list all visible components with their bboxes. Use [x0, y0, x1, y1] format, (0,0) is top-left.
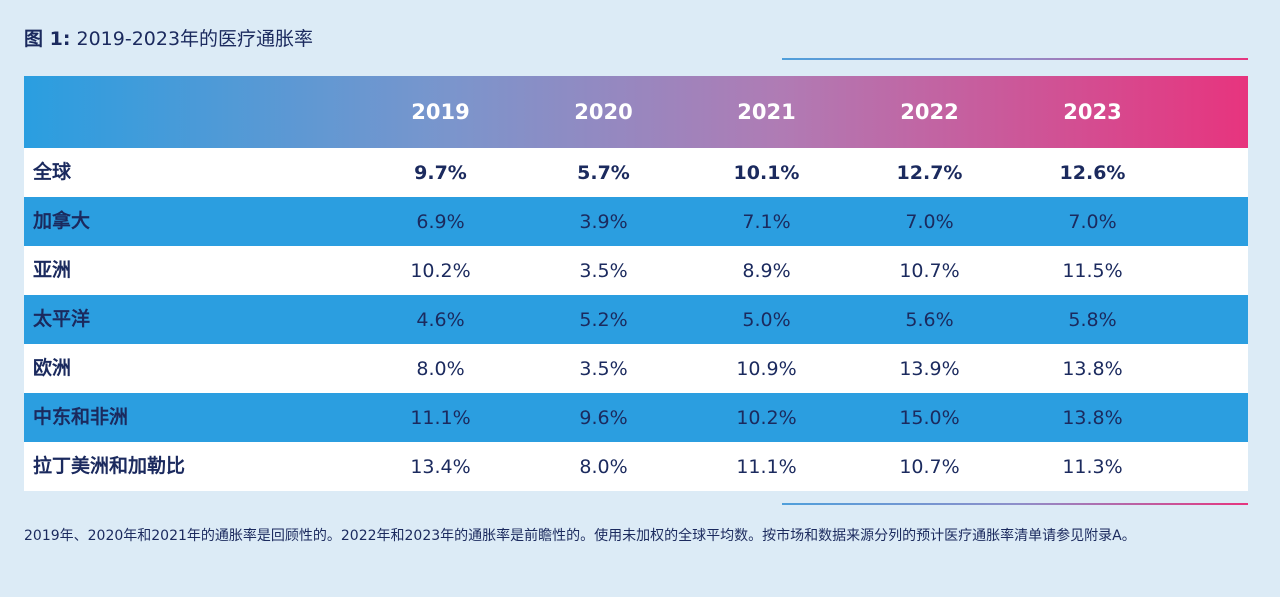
column-header: 2019 [411, 100, 470, 124]
table-row: 加拿大 6.9% 3.9% 7.1% 7.0% 7.0% [24, 197, 1248, 246]
top-gradient-rule [782, 58, 1248, 60]
table-cell: 10.9% [736, 357, 797, 380]
table-cell: 13.8% [1062, 406, 1123, 429]
table-cell: 8.9% [742, 259, 791, 282]
table-cell: 9.6% [579, 406, 628, 429]
table-cell: 13.4% [410, 455, 471, 478]
footnote: 2019年、2020年和2021年的通胀率是回顾性的。2022年和2023年的通… [24, 528, 1136, 544]
table-cell: 11.5% [1062, 259, 1123, 282]
table-cell: 7.0% [905, 210, 954, 233]
table-cell: 5.8% [1068, 308, 1117, 331]
table-cell: 10.2% [736, 406, 797, 429]
table-row: 全球 9.7% 5.7% 10.1% 12.7% 12.6% [24, 148, 1248, 197]
inflation-table: 2019 2020 2021 2022 2023 全球 9.7% 5.7% 10.1%… [24, 76, 1248, 491]
table-row: 欧洲 8.0% 3.5% 10.9% 13.9% 13.8% [24, 344, 1248, 393]
table-cell: 11.1% [736, 455, 797, 478]
row-label: 加拿大 [33, 210, 91, 232]
table-cell: 7.1% [742, 210, 791, 233]
table-cell: 7.0% [1068, 210, 1117, 233]
figure-caption: 图 1: 2019-2023年的医疗通胀率 [24, 24, 313, 51]
table-cell: 6.9% [416, 210, 465, 233]
table-cell: 9.7% [414, 161, 467, 184]
table-cell: 13.9% [899, 357, 960, 380]
column-header: 2022 [900, 100, 959, 124]
table-row: 太平洋 4.6% 5.2% 5.0% 5.6% 5.8% [24, 295, 1248, 344]
table-cell: 11.1% [410, 406, 471, 429]
table-cell: 3.9% [579, 210, 628, 233]
bottom-gradient-rule [782, 503, 1248, 505]
table-cell: 5.6% [905, 308, 954, 331]
table-cell: 10.7% [899, 259, 960, 282]
row-label: 全球 [33, 161, 72, 183]
column-header: 2020 [574, 100, 633, 124]
table-cell: 10.2% [410, 259, 471, 282]
figure-title: 2019-2023年的医疗通胀率 [76, 28, 314, 50]
table-cell: 5.7% [577, 161, 630, 184]
table-cell: 11.3% [1062, 455, 1123, 478]
table-cell: 12.6% [1059, 161, 1126, 184]
row-label: 中东和非洲 [33, 406, 129, 428]
column-header: 2021 [737, 100, 796, 124]
row-label: 欧洲 [33, 357, 72, 379]
row-label: 太平洋 [33, 308, 91, 330]
table-row: 拉丁美洲和加勒比 13.4% 8.0% 11.1% 10.7% 11.3% [24, 442, 1248, 491]
figure-number: 图 1: [24, 28, 71, 50]
table-cell: 5.0% [742, 308, 791, 331]
table-cell: 4.6% [416, 308, 465, 331]
table-header-row: 2019 2020 2021 2022 2023 [24, 76, 1248, 148]
column-header: 2023 [1063, 100, 1122, 124]
table-cell: 8.0% [579, 455, 628, 478]
row-label: 亚洲 [33, 259, 72, 281]
table-cell: 12.7% [896, 161, 963, 184]
table-body: 全球 9.7% 5.7% 10.1% 12.7% 12.6% 加拿大 6.9% 3.9% 7.1%… [24, 148, 1248, 491]
table-cell: 15.0% [899, 406, 960, 429]
table-cell: 8.0% [416, 357, 465, 380]
table-cell: 10.7% [899, 455, 960, 478]
table-cell: 3.5% [579, 357, 628, 380]
table-cell: 5.2% [579, 308, 628, 331]
table-cell: 3.5% [579, 259, 628, 282]
table-row: 亚洲 10.2% 3.5% 8.9% 10.7% 11.5% [24, 246, 1248, 295]
table-cell: 10.1% [733, 161, 800, 184]
row-label: 拉丁美洲和加勒比 [33, 455, 186, 477]
table-row: 中东和非洲 11.1% 9.6% 10.2% 15.0% 13.8% [24, 393, 1248, 442]
table-cell: 13.8% [1062, 357, 1123, 380]
